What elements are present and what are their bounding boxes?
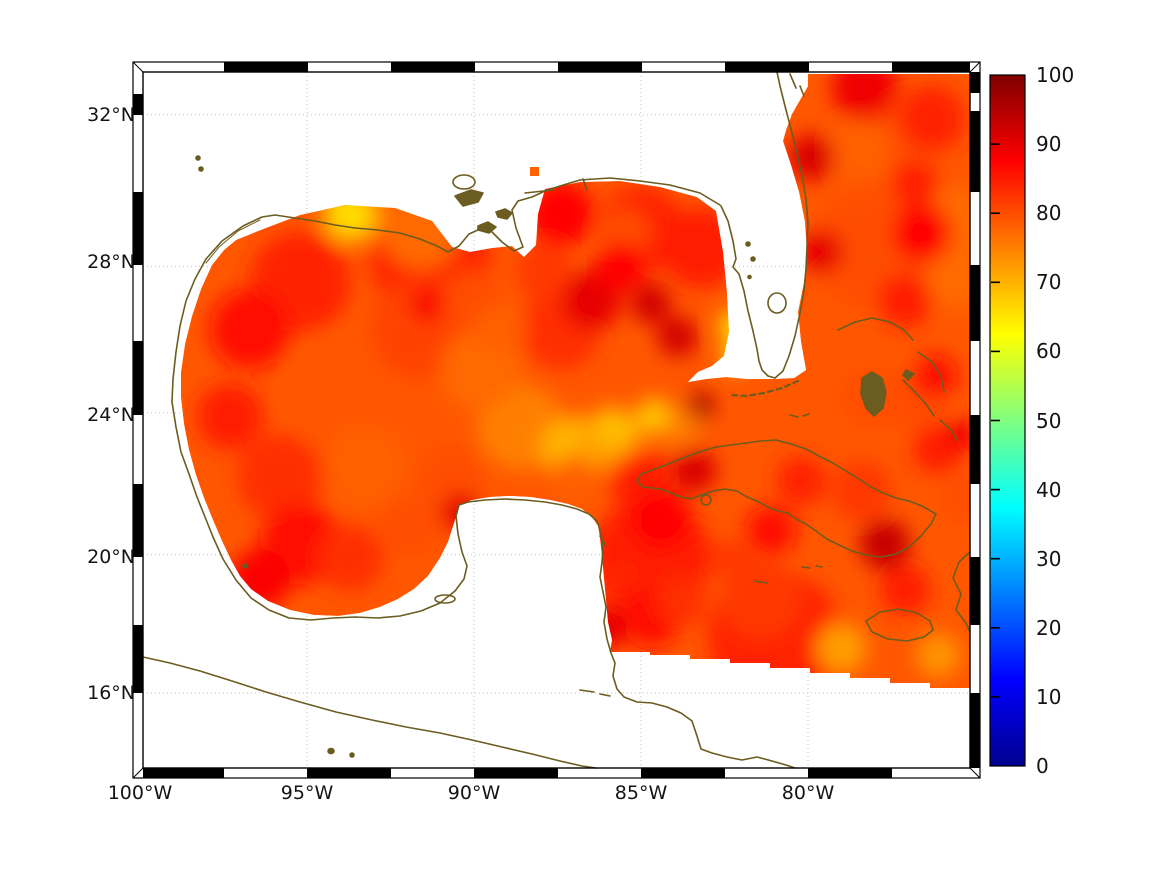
lon-tick-label: 95°W — [280, 782, 334, 804]
colorbar-tick-label: 0 — [1036, 754, 1049, 778]
colorbar-tick-label: 40 — [1036, 478, 1062, 502]
misc-coastal-features — [434, 73, 823, 697]
lon-tick-label: 85°W — [614, 782, 668, 804]
lake-okeechobee — [767, 292, 787, 314]
colorbar-tick-label: 50 — [1036, 409, 1062, 433]
colorbar-tick-label: 90 — [1036, 132, 1062, 156]
colorbar-tick-label: 20 — [1036, 616, 1062, 640]
delta-marshes — [454, 189, 513, 234]
colorbar-tick-label: 100 — [1036, 63, 1075, 87]
colorbar-tick-label: 10 — [1036, 685, 1062, 709]
colorbar-tick-label: 70 — [1036, 270, 1062, 294]
isla-de-la-juventud — [700, 494, 712, 506]
cuba-coast — [636, 439, 937, 558]
heatmap-field — [181, 74, 970, 688]
gulf-mexico-central-america-coast — [171, 177, 796, 769]
hispaniola-west-coast — [952, 551, 971, 633]
isolated-data-cell — [530, 167, 539, 176]
lat-tick-label: 20°N — [87, 546, 135, 568]
map-frame — [132, 61, 981, 779]
pacific-coast — [142, 656, 597, 769]
lon-tick-label: 80°W — [781, 782, 835, 804]
bahama-island-chains — [789, 317, 958, 441]
lon-tick-label: 100°W — [107, 782, 173, 804]
small-islands-lakes — [195, 155, 756, 758]
florida-coast — [720, 71, 809, 379]
colorbar — [989, 74, 1026, 767]
colorbar-tick-label: 30 — [1036, 547, 1062, 571]
bahama-banks — [860, 369, 915, 417]
coastlines — [142, 71, 971, 769]
lat-tick-label: 16°N — [87, 682, 135, 704]
colorbar-tick-label: 80 — [1036, 201, 1062, 225]
lat-tick-label: 24°N — [87, 404, 135, 426]
texas-lagoon — [205, 219, 261, 264]
lat-tick-label: 28°N — [87, 251, 135, 273]
lon-tick-label: 90°W — [447, 782, 501, 804]
colorbar-tick-label: 60 — [1036, 339, 1062, 363]
jamaica-coast — [865, 608, 934, 642]
florida-keys — [729, 379, 800, 398]
lat-tick-label: 32°N — [87, 104, 135, 126]
